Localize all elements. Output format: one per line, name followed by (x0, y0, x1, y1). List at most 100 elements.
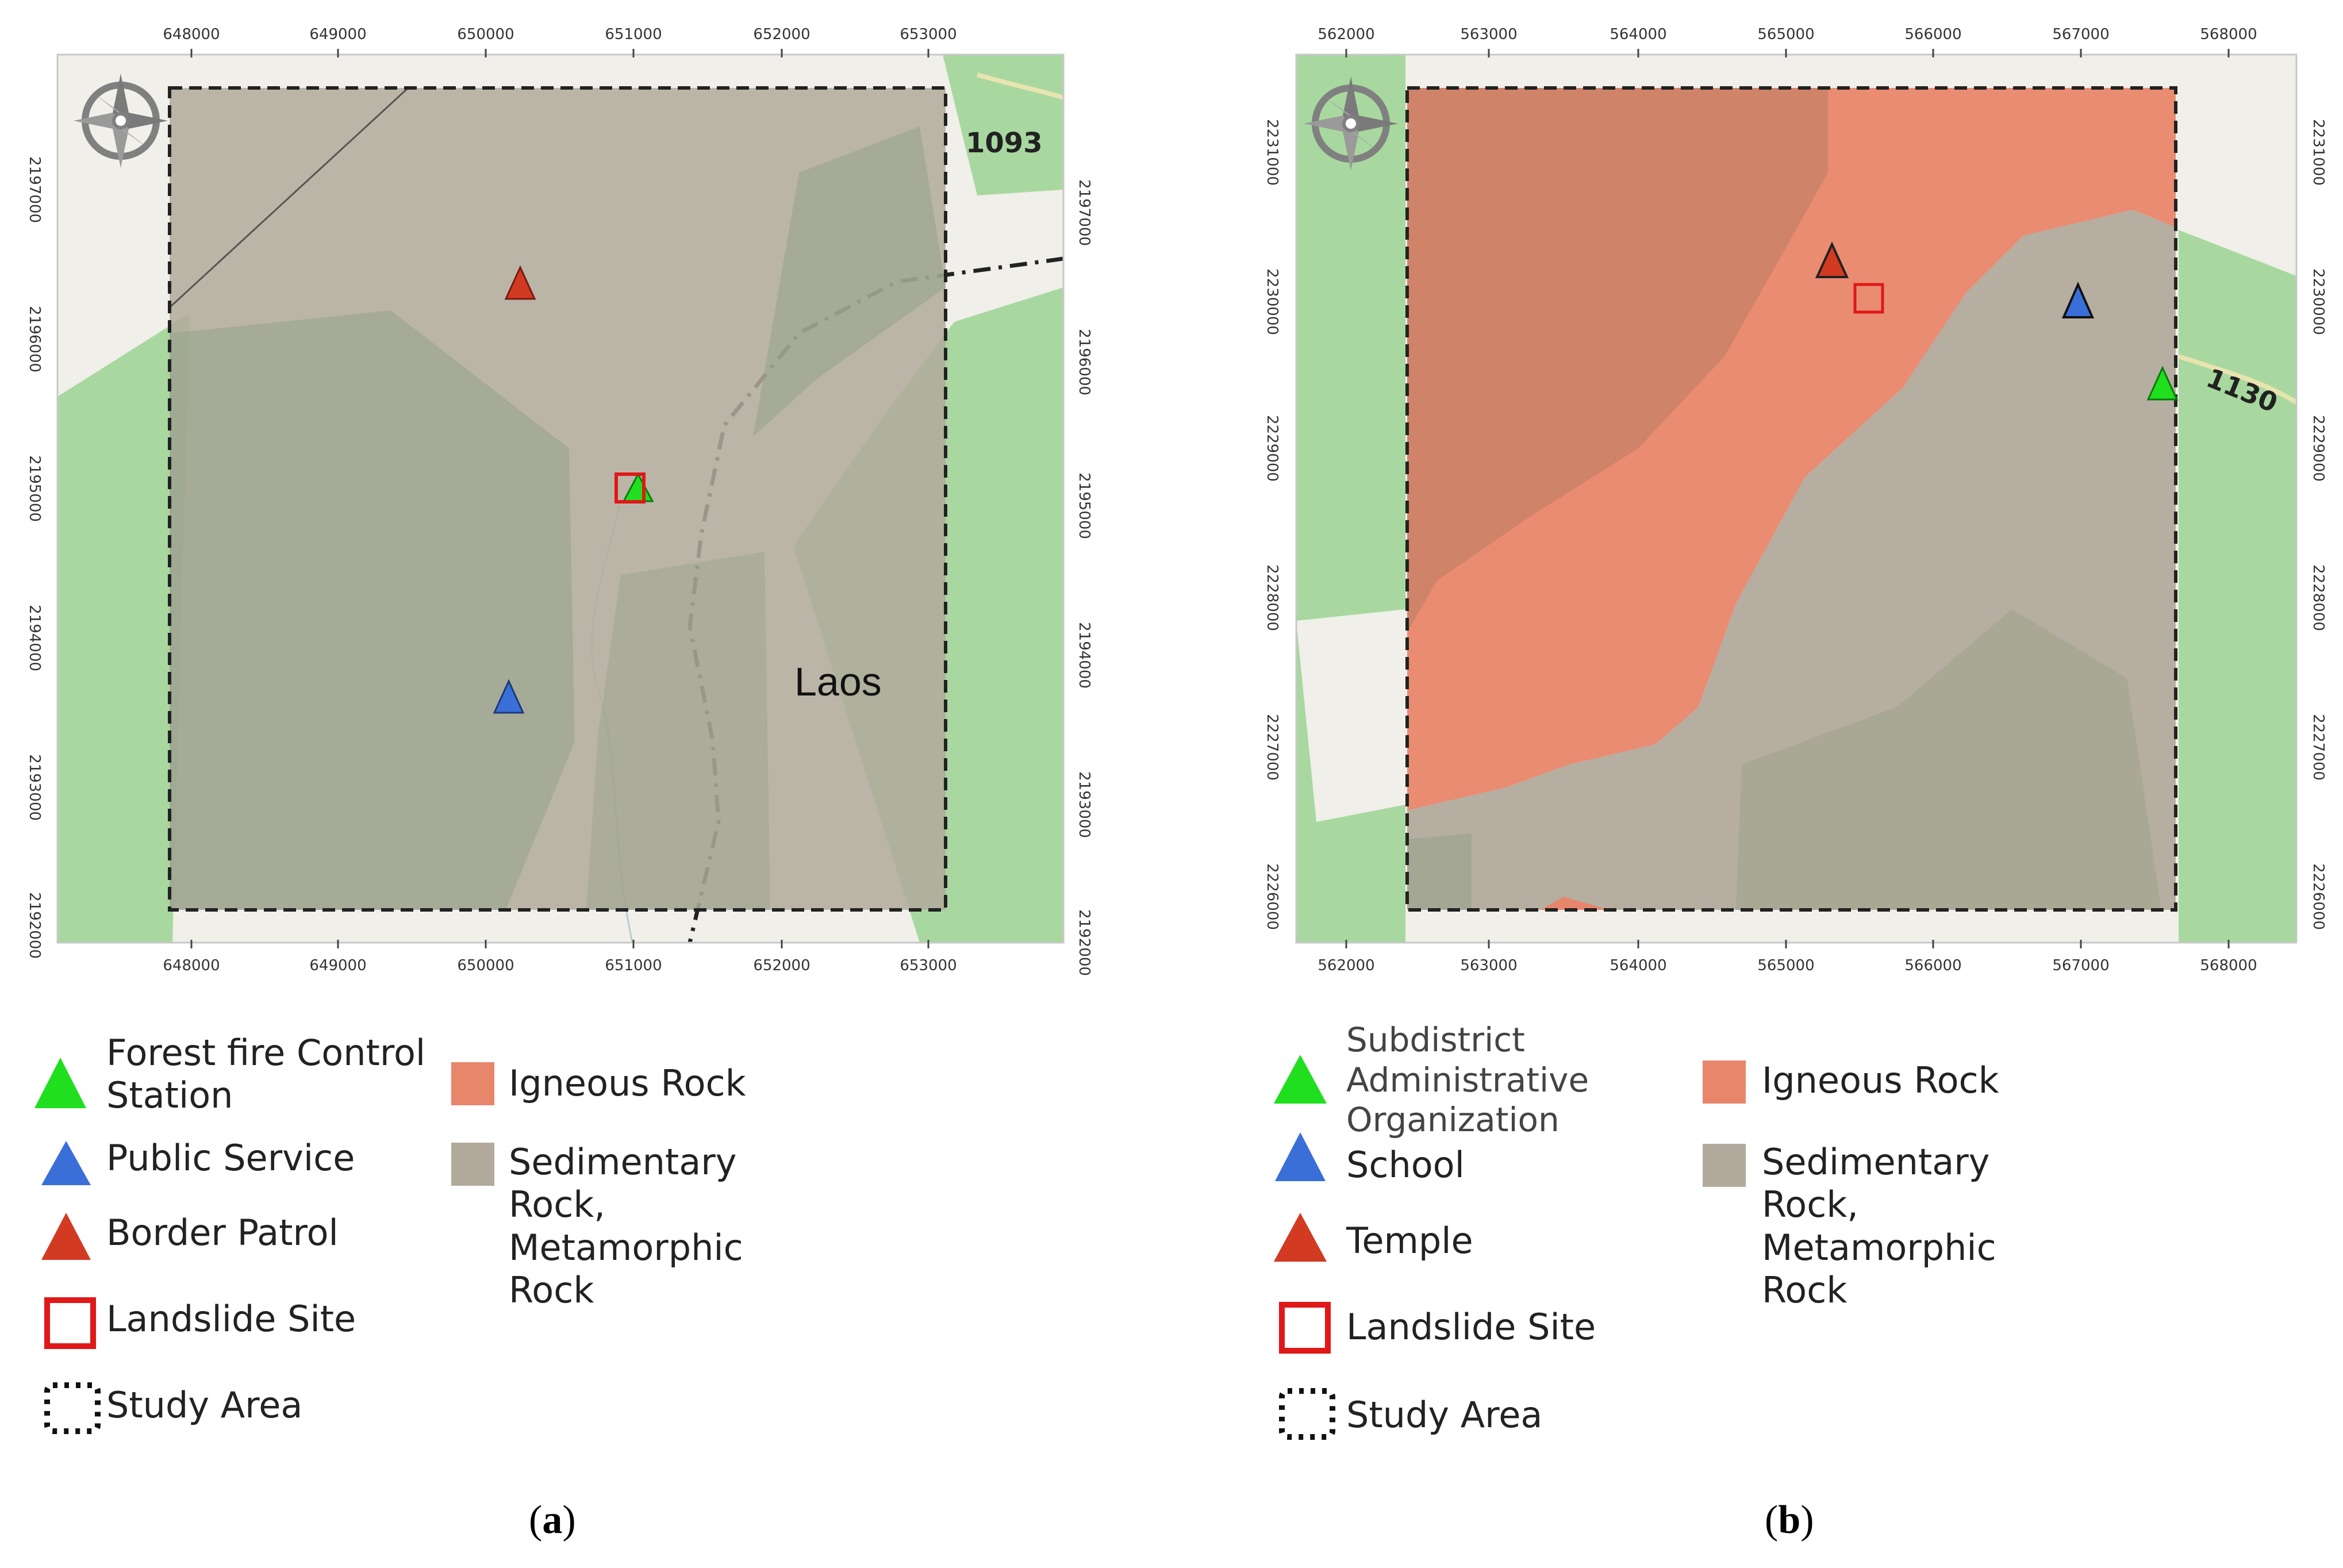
x-tick-top-a: 653000 (900, 26, 957, 43)
map-a-road-1093 (976, 72, 1063, 100)
legend-b-igneous-label: Igneous Rock (1762, 1059, 1999, 1101)
map-b-igneous-sliver (1541, 897, 1610, 910)
x-tick-top-a: 649000 (309, 26, 366, 43)
map-b-igneous-zone (1407, 88, 2176, 810)
y-tick-left-b: 2231000 (1263, 119, 1281, 186)
y-tick-right-a: 2196000 (1076, 329, 1093, 395)
x-axis-ticks-a (190, 49, 929, 948)
x-axis-ticks-b (1345, 49, 2230, 948)
x-tick-bottom-b: 562000 (1318, 957, 1374, 974)
legend-b-sao-icon (1274, 1055, 1327, 1104)
school-marker-b (2061, 282, 2095, 318)
legend-b-sedimentary-label: Sedimentary Rock, Metamorphic Rock (1762, 1141, 1996, 1312)
legend-a-border-patrol-label: Border Patrol (106, 1212, 339, 1254)
map-b-frame (1295, 53, 2298, 944)
x-tick-bottom-b: 563000 (1460, 957, 1517, 974)
study-area-a (168, 86, 947, 912)
x-tick-bottom-b: 568000 (2200, 957, 2257, 974)
y-tick-left-b: 2227000 (1263, 714, 1281, 781)
road-label-a: 1093 (966, 127, 1043, 159)
landslide-site-marker-a (614, 472, 646, 504)
map-panel-a: 648000 649000 650000 651000 652000 65300… (26, 26, 1093, 976)
x-tick-top-a: 652000 (753, 26, 810, 43)
x-tick-top-a: 651000 (605, 26, 662, 43)
x-tick-bottom-b: 565000 (1757, 957, 1814, 974)
legend-a-sedimentary-swatch (451, 1143, 494, 1186)
y-tick-right-a: 2194000 (1076, 622, 1093, 689)
country-label-laos: Laos (794, 659, 882, 704)
x-tick-bottom-b: 564000 (1610, 957, 1666, 974)
caption-b: (b) (1765, 1498, 1814, 1542)
map-a-forest-west (57, 313, 190, 943)
y-tick-left-b: 2229000 (1263, 415, 1281, 482)
legend-b-sao-label: Subdistrict Administrative Organization (1346, 1020, 1589, 1140)
map-panel-b: 562000 563000 564000 565000 566000 56700… (1263, 26, 2327, 974)
legend-b-sedimentary-swatch (1703, 1144, 1746, 1187)
y-tick-right-b: 2227000 (2310, 714, 2327, 781)
sao-marker-b (2146, 366, 2179, 401)
border-patrol-marker-a (504, 265, 536, 300)
x-tick-top-b: 567000 (2052, 26, 2109, 43)
y-tick-right-b: 2228000 (2310, 564, 2327, 631)
legend-b-school-icon (1275, 1132, 1326, 1181)
legend-a-igneous-swatch (451, 1062, 494, 1105)
y-tick-right-a: 2193000 (1076, 771, 1093, 838)
map-b-sedimentary-zone (1407, 210, 2176, 910)
x-tick-bottom-b: 567000 (2052, 957, 2109, 974)
y-tick-left-a: 2195000 (26, 455, 43, 522)
landslide-site-marker-b (1853, 283, 1884, 314)
caption-a-letter: a (542, 1498, 563, 1542)
legend-a-forest-fire-icon (34, 1058, 86, 1108)
map-a-sed-dark-west (170, 310, 575, 910)
legend-b-igneous-swatch (1703, 1060, 1746, 1104)
map-b-igneous-dark (1407, 88, 1828, 632)
legend-a-study-area-icon (44, 1382, 101, 1434)
x-tick-bottom-a: 648000 (163, 957, 220, 974)
x-tick-top-b: 563000 (1460, 26, 1517, 43)
y-tick-right-a: 2195000 (1076, 472, 1093, 539)
legend-a-border-patrol-icon (41, 1213, 91, 1260)
x-tick-top-b: 564000 (1610, 26, 1666, 43)
y-tick-left-a: 2193000 (26, 754, 43, 821)
x-tick-bottom-b: 566000 (1904, 957, 1961, 974)
map-a-sed-dark-east (753, 126, 946, 437)
legend-a-study-area-label: Study Area (106, 1384, 303, 1426)
map-b-sed-dark-sw (1407, 833, 1472, 910)
x-tick-top-b: 566000 (1904, 26, 1961, 43)
legend-b-school-label: School (1346, 1144, 1465, 1186)
legend-b-landslide-icon (1279, 1302, 1331, 1354)
legend-a-landslide-icon (44, 1297, 96, 1349)
map-a-sed-dark-south (586, 552, 770, 910)
x-tick-top-b: 562000 (1318, 26, 1374, 43)
legend-b-study-area-label: Study Area (1346, 1394, 1543, 1436)
legend-a-public-service-label: Public Service (106, 1137, 355, 1179)
y-tick-left-b: 2226000 (1263, 863, 1281, 930)
x-tick-bottom-a: 651000 (605, 957, 662, 974)
map-b-sed-dark (1736, 609, 2161, 910)
y-tick-right-a: 2192000 (1076, 909, 1093, 976)
y-tick-left-a: 2194000 (26, 605, 43, 671)
map-a-frame (56, 53, 1065, 944)
study-area-b (1405, 86, 2177, 912)
map-b-basemap-patch (1296, 609, 1405, 822)
legend-b-temple-icon (1274, 1213, 1327, 1262)
public-service-marker-a (493, 679, 525, 714)
legend-b-study-area-icon (1279, 1388, 1335, 1440)
x-tick-bottom-a: 650000 (457, 957, 514, 974)
y-tick-right-b: 2226000 (2310, 863, 2327, 930)
y-tick-left-b: 2230000 (1263, 268, 1281, 335)
x-tick-top-b: 565000 (1757, 26, 1814, 43)
map-a-diagonal-line (168, 87, 409, 309)
x-tick-top-b: 568000 (2200, 26, 2257, 43)
temple-marker-b (1815, 241, 1849, 278)
legend-b-temple-label: Temple (1346, 1220, 1473, 1262)
x-tick-bottom-a: 653000 (900, 957, 957, 974)
caption-a: (a) (529, 1498, 576, 1542)
map-b-forest-east (2179, 230, 2296, 943)
legend-a-public-service-icon (41, 1141, 91, 1185)
legend-a-igneous-label: Igneous Rock (509, 1062, 746, 1104)
y-tick-right-b: 2231000 (2310, 119, 2327, 186)
map-a-study-area-fill (170, 88, 946, 910)
legend-a-sedimentary-label: Sedimentary Rock, Metamorphic Rock (509, 1141, 743, 1312)
x-tick-bottom-a: 652000 (753, 957, 810, 974)
